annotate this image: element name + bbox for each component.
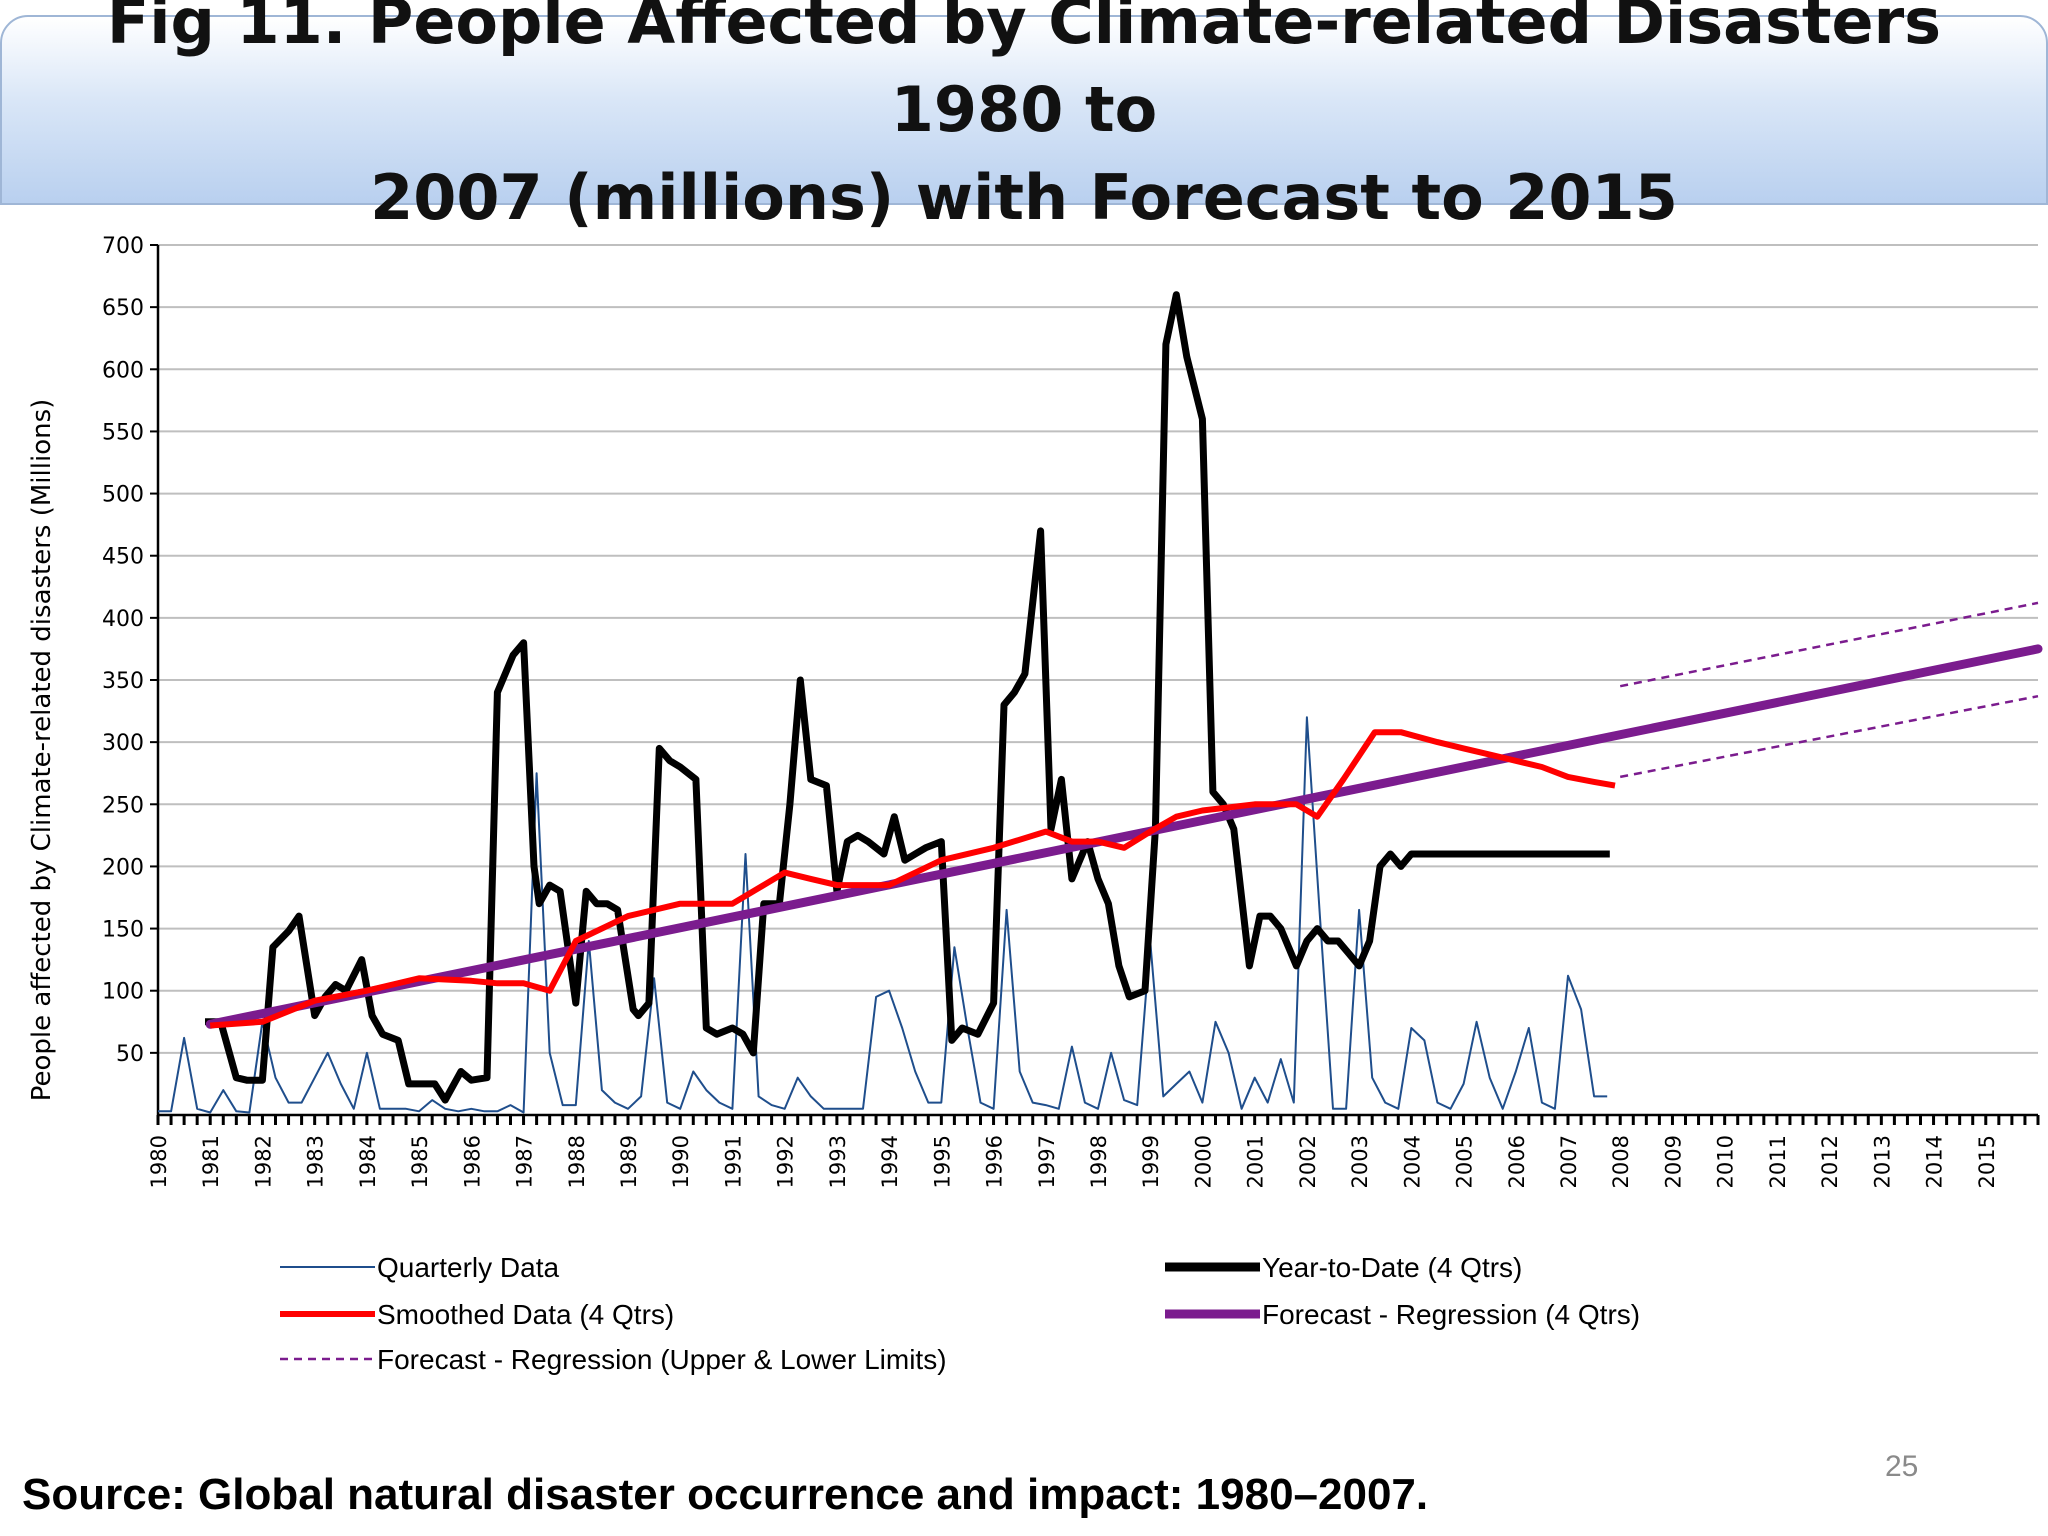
y-tick-label: 150 [102, 918, 144, 943]
x-tick-label: 2006 [1505, 1135, 1529, 1188]
x-tick-label: 1980 [147, 1135, 171, 1188]
y-tick-label: 500 [102, 483, 144, 508]
x-tick-label: 2007 [1557, 1135, 1581, 1188]
y-tick-label: 350 [102, 669, 144, 694]
x-tick-label: 1992 [774, 1135, 798, 1188]
x-tick-label: 2010 [1714, 1135, 1738, 1188]
y-tick-label: 200 [102, 855, 144, 880]
x-tick-label: 2011 [1766, 1135, 1790, 1188]
x-tick-label: 2015 [1975, 1135, 1999, 1188]
series-forecast-regression [205, 644, 2043, 1029]
x-tick-label: 1985 [408, 1135, 432, 1188]
x-tick-label: 1991 [721, 1135, 745, 1188]
y-tick-label: 650 [102, 296, 144, 321]
x-tick-label: 2001 [1244, 1135, 1268, 1188]
y-tick-label: 250 [102, 793, 144, 818]
x-tick-label: 1995 [930, 1135, 954, 1188]
x-tick-label: 2002 [1296, 1135, 1320, 1188]
title-banner: Fig 11. People Affected by Climate-relat… [0, 0, 2048, 234]
y-tick-label: 700 [102, 234, 144, 259]
series-forecast-lower-limit [1619, 694, 2039, 779]
y-tick-labels: 50 100 150 200 250 300 350 400 450 500 550 600 650 70… [102, 234, 144, 1067]
line-chart: 50 100 150 200 250 300 350 400 450 500 550 600 650 70… [27, 234, 2043, 1375]
chart-series [158, 291, 2043, 1114]
legend-label-forecast: Forecast - Regression (4 Qtrs) [1262, 1299, 1640, 1330]
series-year-to-date [205, 291, 1610, 1104]
x-tick-label: 2009 [1661, 1135, 1685, 1188]
x-tick-label: 1984 [356, 1135, 380, 1188]
x-tick-label: 1986 [460, 1135, 484, 1188]
series-forecast-upper-limit [1619, 601, 2039, 688]
y-axis-label: People affected by Climate-related disas… [27, 399, 57, 1102]
x-tick-label: 1988 [565, 1135, 589, 1188]
x-tick-label: 2000 [1191, 1135, 1215, 1188]
y-tick-label: 450 [102, 545, 144, 570]
x-tick-label: 1998 [1087, 1135, 1111, 1188]
x-tick-label: 2014 [1923, 1135, 1947, 1188]
x-tick-label: 2008 [1609, 1135, 1633, 1188]
y-tick-label: 400 [102, 607, 144, 632]
x-tick-label: 1987 [513, 1135, 537, 1188]
legend-label-ytd: Year-to-Date (4 Qtrs) [1262, 1252, 1522, 1283]
series-quarterly-data [158, 716, 1608, 1114]
x-tick-label: 1993 [826, 1135, 850, 1188]
series-smoothed-data [209, 729, 1616, 1029]
x-tick-label: 2013 [1870, 1135, 1894, 1188]
chart-legend: Quarterly Data Year-to-Date (4 Qtrs) Smoot… [280, 1252, 1640, 1375]
x-tick-label: 1982 [251, 1135, 275, 1188]
y-tick-label: 600 [102, 358, 144, 383]
chart-grid [158, 244, 2038, 1054]
x-tick-label: 2003 [1348, 1135, 1372, 1188]
x-tick-label: 2012 [1818, 1135, 1842, 1188]
legend-label-limits: Forecast - Regression (Upper & Lower Lim… [377, 1344, 947, 1375]
x-tick-label: 2004 [1400, 1135, 1424, 1188]
page-number: 25 [1885, 1450, 1919, 1483]
x-tick-label: 1989 [617, 1135, 641, 1188]
x-tick-label: 1994 [878, 1135, 902, 1188]
slide-title: Fig 11. People Affected by Climate-relat… [106, 0, 1942, 234]
x-tick-label: 1990 [669, 1135, 693, 1188]
x-tick-label: 1983 [304, 1135, 328, 1188]
x-tick-label: 2005 [1453, 1135, 1477, 1188]
legend-label-smoothed: Smoothed Data (4 Qtrs) [377, 1299, 674, 1330]
y-tick-label: 550 [102, 420, 144, 445]
x-tick-labels: 1980 1981 1982 1983 1984 1985 1986 1987 1988 1989… [147, 1135, 1999, 1188]
x-tick-label: 1999 [1139, 1135, 1163, 1188]
legend-label-quarterly: Quarterly Data [377, 1252, 559, 1283]
y-tick-label: 100 [102, 980, 144, 1005]
x-tick-label: 1996 [983, 1135, 1007, 1188]
chart-axes [150, 244, 2040, 1125]
x-tick-label: 1981 [199, 1135, 223, 1188]
y-tick-label: 300 [102, 731, 144, 756]
source-caption: Source: Global natural disaster occurren… [22, 1470, 1429, 1519]
x-tick-label: 1997 [1035, 1135, 1059, 1188]
y-tick-label: 50 [116, 1042, 144, 1067]
